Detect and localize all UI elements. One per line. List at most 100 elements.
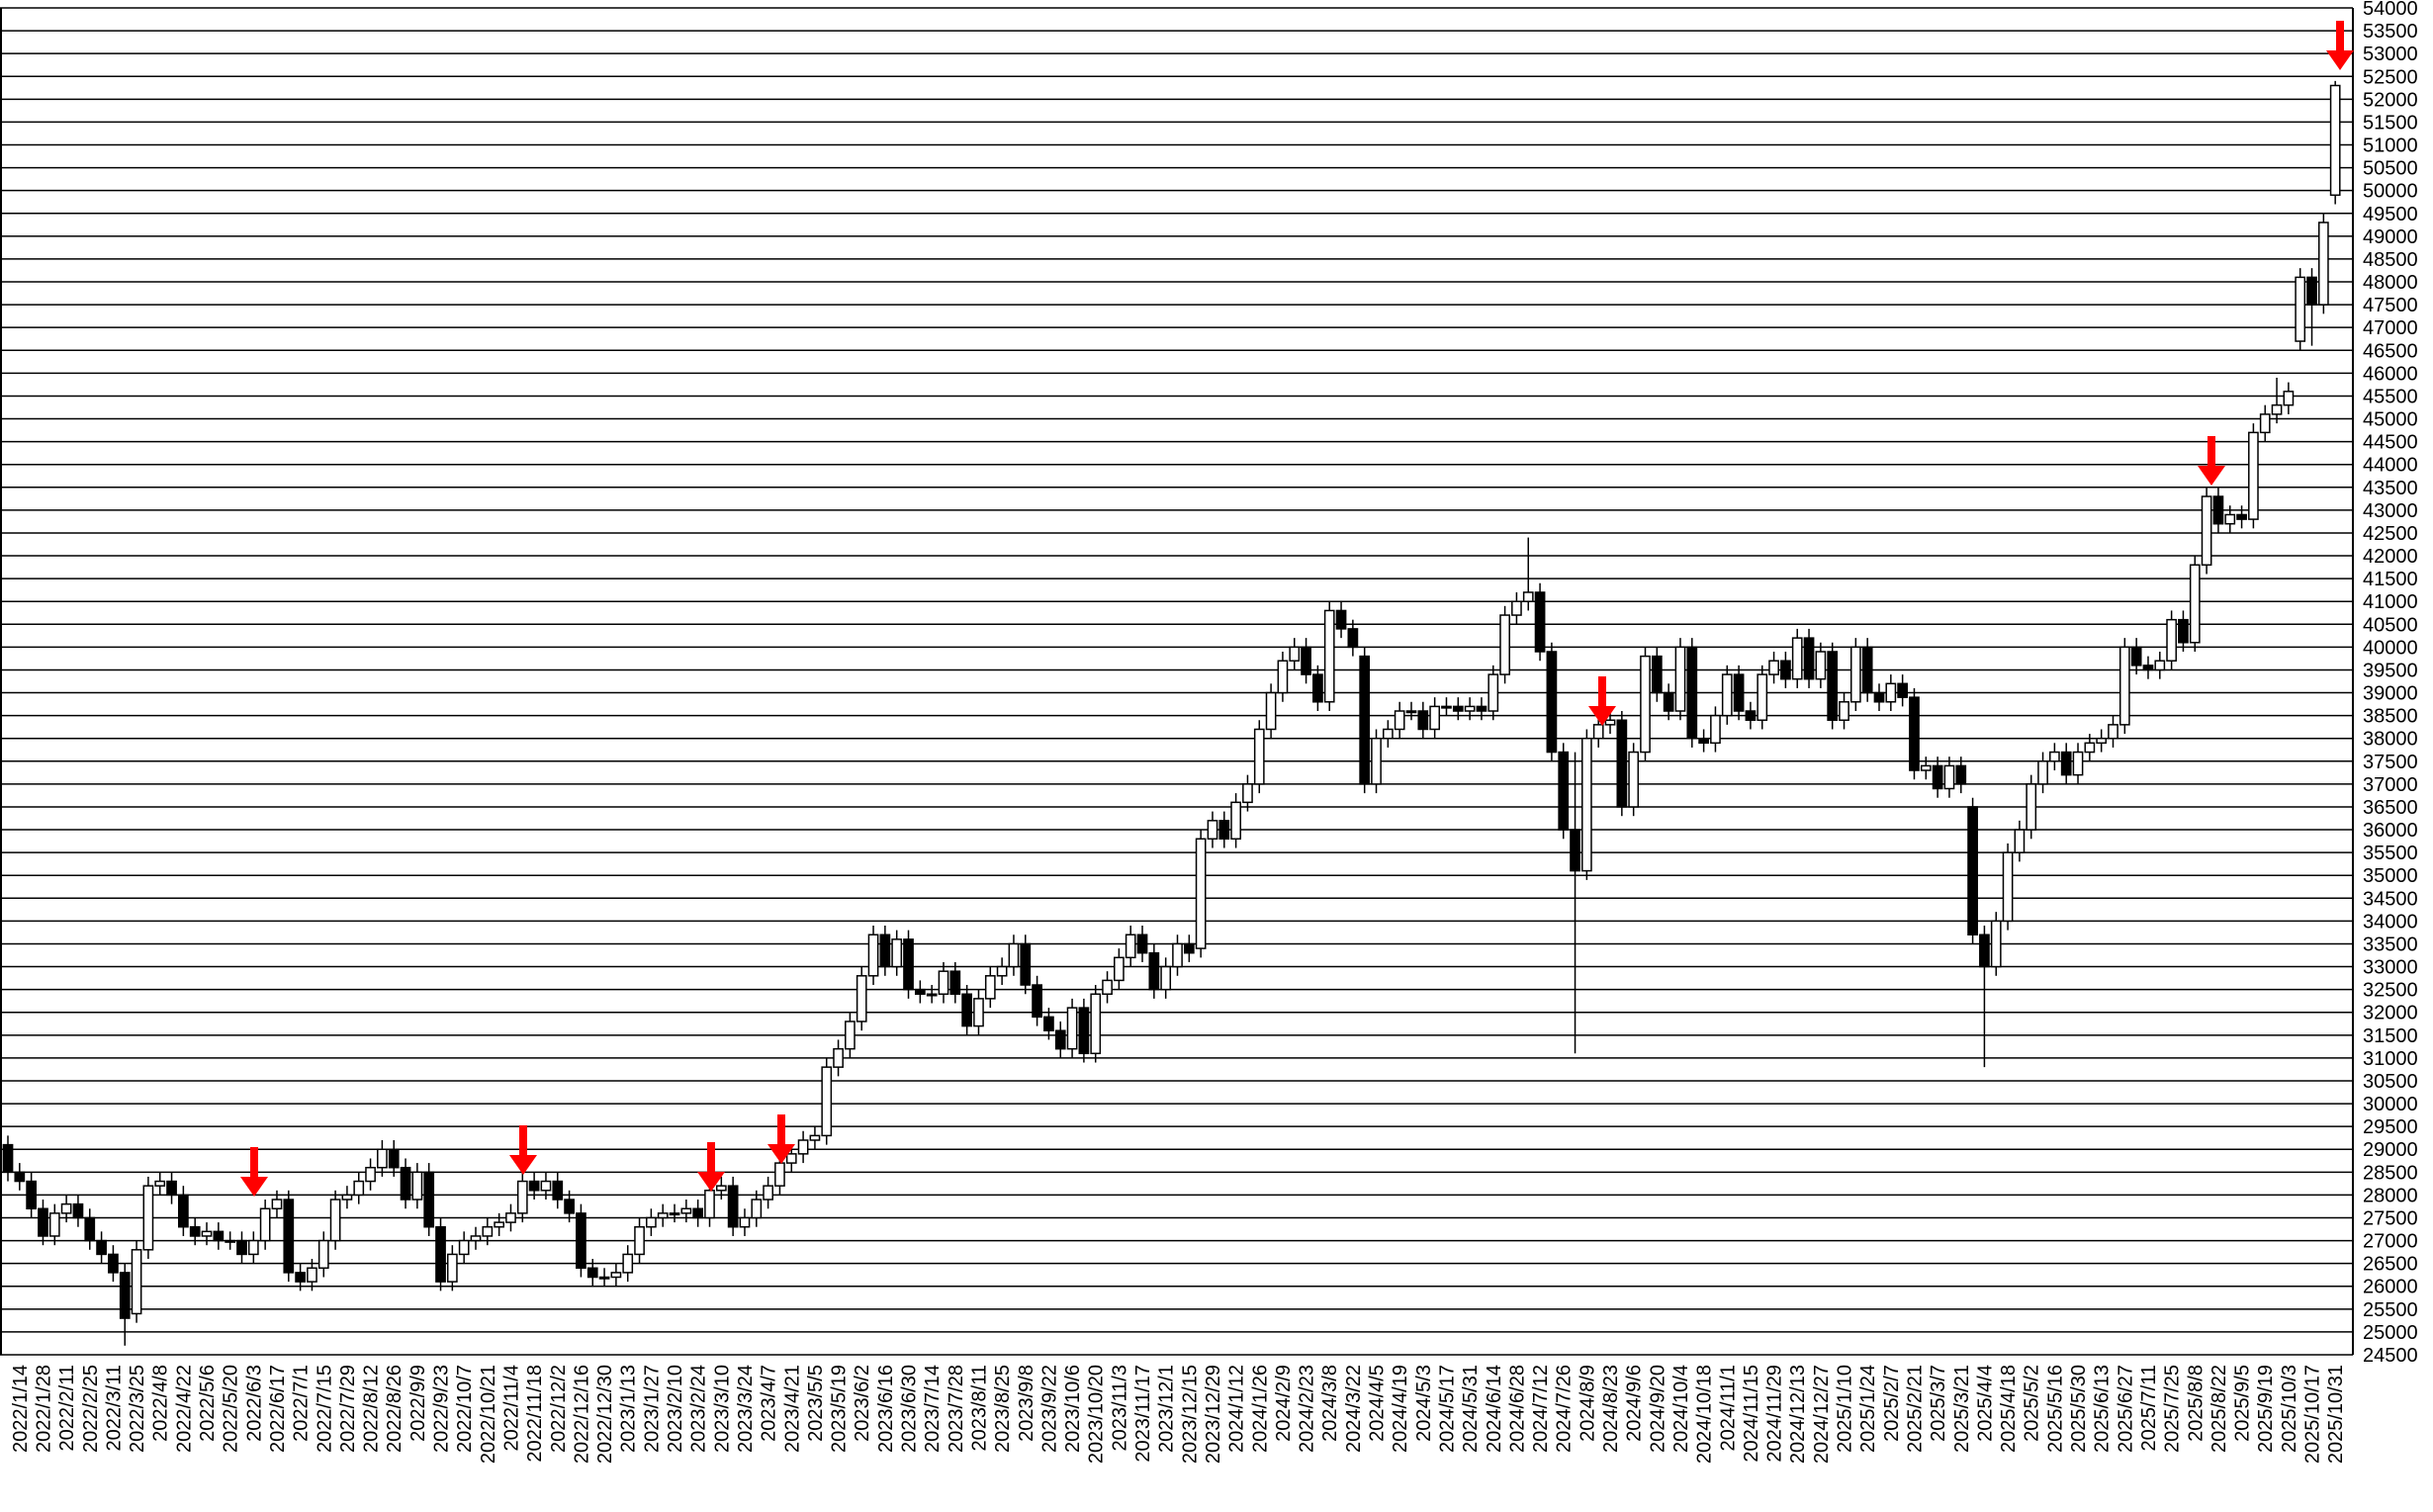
x-tick-label: 2024/11/1 [1717, 1365, 1739, 1452]
y-tick-label: 48500 [2363, 249, 2418, 271]
candle-body [540, 1180, 552, 1192]
x-tick-label: 2022/11/18 [524, 1365, 546, 1463]
candle-body [528, 1180, 540, 1192]
candle-body [845, 1021, 856, 1050]
candle-body [1522, 591, 1534, 602]
candle-body [680, 1207, 692, 1214]
candle-body [1429, 705, 1441, 731]
x-tick-label: 2025/8/8 [2185, 1365, 2207, 1442]
candle-body [1452, 705, 1464, 712]
x-tick-label: 2023/9/22 [1038, 1365, 1060, 1453]
candle-body [996, 965, 1008, 977]
candle-body [2224, 513, 2236, 525]
candle-body [154, 1180, 166, 1187]
x-tick-label: 2024/1/12 [1226, 1365, 1248, 1453]
y-tick-label: 33000 [2363, 957, 2418, 979]
candle-body [400, 1166, 411, 1201]
candle-body [1558, 751, 1570, 831]
candle-body [821, 1066, 833, 1137]
signal-arrow [240, 1147, 268, 1197]
y-tick-label: 35000 [2363, 865, 2418, 887]
candle-body [1628, 751, 1640, 808]
y-tick-label: 54000 [2363, 0, 2418, 20]
candle-body [201, 1230, 213, 1237]
candle-body [2049, 751, 2060, 762]
candle-body [785, 1153, 797, 1164]
x-tick-label: 2022/1/14 [10, 1365, 32, 1453]
candle-body [1745, 710, 1757, 721]
candle-body [14, 1171, 26, 1183]
signal-arrow [767, 1114, 795, 1164]
candle-body [1733, 673, 1745, 712]
candle-body [949, 970, 961, 996]
x-tick-label: 2023/7/28 [946, 1365, 967, 1453]
candle-body [1405, 710, 1417, 714]
candle-body [1581, 737, 1592, 872]
candle-body [1476, 705, 1487, 712]
x-tick-label: 2022/2/25 [80, 1365, 102, 1453]
x-tick-label: 2023/7/14 [922, 1365, 944, 1453]
x-tick-label: 2023/3/24 [735, 1365, 757, 1453]
x-tick-label: 2022/6/3 [243, 1365, 265, 1442]
candle-body [2166, 618, 2177, 662]
y-tick-label: 42000 [2363, 546, 2418, 568]
x-tick-label: 2024/10/4 [1670, 1365, 1692, 1453]
candle-body [1301, 646, 1311, 675]
candle-body [1218, 820, 1230, 841]
candle-body [2014, 829, 2026, 853]
signal-arrow [1588, 676, 1616, 726]
x-tick-label: 2022/12/2 [548, 1365, 570, 1453]
x-tick-label: 2023/12/15 [1179, 1365, 1201, 1464]
candle-body [1054, 1029, 1066, 1050]
y-tick-label: 34500 [2363, 888, 2418, 910]
candle-body [26, 1180, 38, 1210]
candle-body [1125, 934, 1136, 959]
x-tick-label: 2024/6/28 [1506, 1365, 1528, 1453]
candle-body [552, 1180, 564, 1201]
candle-body [926, 993, 938, 997]
candle-body [2118, 646, 2130, 726]
candle-body [1955, 764, 1967, 785]
y-tick-label: 48000 [2363, 272, 2418, 294]
candle-body [1604, 719, 1616, 726]
candle-body [1511, 600, 1522, 616]
candle-body [1253, 728, 1265, 785]
y-tick-label: 39500 [2363, 660, 2418, 681]
candle-body [598, 1276, 610, 1280]
candle-body [1043, 1016, 1054, 1031]
candle-body [1417, 710, 1429, 731]
candle-body [1195, 838, 1207, 949]
candle-body [1347, 628, 1359, 649]
candle-body [283, 1199, 295, 1274]
grid [0, 7, 2353, 1356]
x-tick-label: 2025/7/11 [2138, 1365, 2160, 1452]
x-tick-label: 2022/3/25 [127, 1365, 148, 1453]
candle-body [1651, 655, 1663, 694]
candle-body [2236, 513, 2247, 520]
candle-body [470, 1235, 482, 1242]
candle-body [961, 993, 973, 1027]
y-tick-label: 44000 [2363, 455, 2418, 477]
candle-body [2189, 564, 2201, 644]
x-tick-label: 2022/3/11 [103, 1365, 125, 1452]
candle-body [1815, 651, 1827, 680]
candle-body [353, 1180, 365, 1197]
x-tick-label: 2024/9/20 [1647, 1365, 1668, 1453]
candle-body [108, 1253, 119, 1274]
x-tick-label: 2025/10/3 [2279, 1365, 2300, 1453]
candle-body [341, 1194, 353, 1201]
x-tick-label: 2024/1/26 [1249, 1365, 1271, 1453]
x-tick-label: 2025/5/30 [2068, 1365, 2090, 1453]
candle-body [856, 975, 867, 1023]
candle-body [482, 1225, 494, 1237]
x-tick-label: 2023/2/24 [688, 1365, 710, 1453]
candle-body [2271, 403, 2283, 415]
candle-body [646, 1216, 657, 1228]
candle-body [903, 938, 914, 991]
candle-body [1686, 646, 1698, 740]
y-tick-label: 41500 [2363, 569, 2418, 590]
x-tick-label: 2024/2/9 [1273, 1365, 1295, 1442]
x-tick-label: 2022/8/12 [361, 1365, 383, 1453]
candle-body [1230, 801, 1241, 841]
